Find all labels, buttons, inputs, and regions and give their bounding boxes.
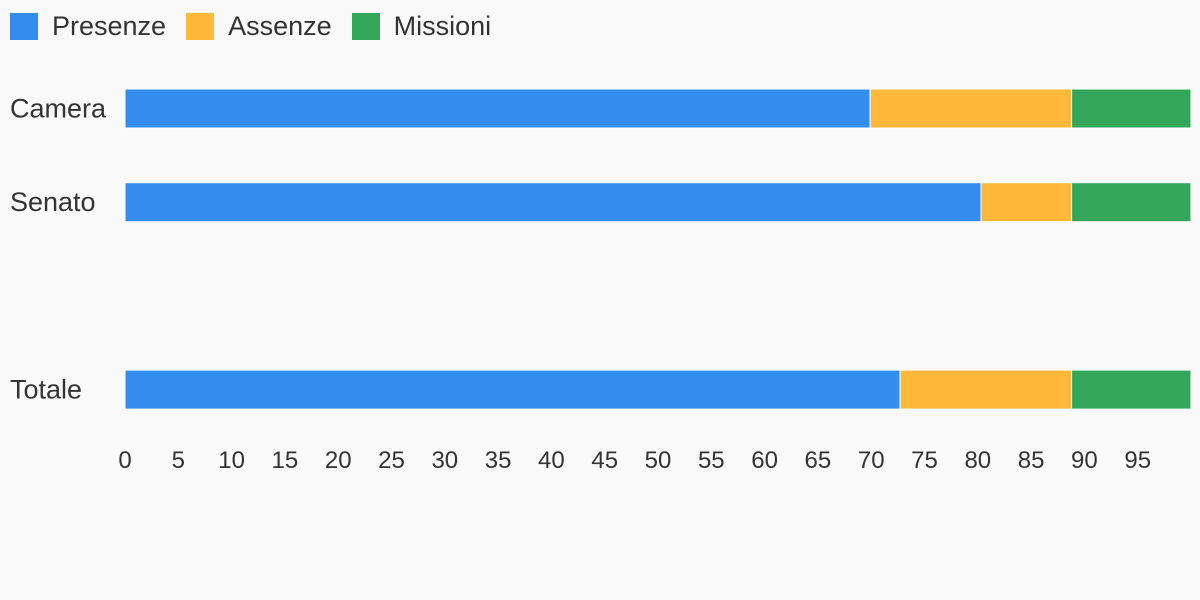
category-label-senato: Senato [10, 187, 96, 217]
category-label-camera: Camera [10, 94, 107, 124]
x-tick-label: 20 [325, 447, 352, 474]
x-tick-label: 50 [645, 447, 672, 474]
x-tick-label: 75 [911, 447, 938, 474]
bar-senato-presenze [124, 182, 982, 223]
x-tick-label: 70 [858, 447, 885, 474]
bar-camera-presenze [124, 88, 871, 129]
bar-camera-missioni [1071, 88, 1192, 129]
bar-senato-assenze [980, 182, 1073, 223]
legend-swatch-presenze [10, 12, 38, 40]
x-tick-label: 35 [485, 447, 512, 474]
legend-label-presenze: Presenze [52, 11, 167, 41]
legend-label-assenze: Assenze [228, 11, 332, 41]
category-labels: Camera Senato Totale [10, 94, 107, 405]
category-label-totale: Totale [10, 375, 82, 405]
x-tick-label: 60 [751, 447, 778, 474]
x-tick-label: 30 [431, 447, 458, 474]
x-tick-label: 90 [1071, 447, 1098, 474]
x-tick-label: 15 [272, 447, 299, 474]
x-tick-label: 0 [118, 447, 131, 474]
bar-camera-assenze [869, 88, 1073, 129]
x-tick-label: 5 [172, 447, 185, 474]
legend-swatch-missioni [351, 12, 380, 40]
x-tick-label: 95 [1124, 447, 1151, 474]
x-tick-label: 25 [378, 447, 405, 474]
x-tick-label: 80 [964, 447, 991, 474]
x-axis-ticks: 0 5 10 15 20 25 30 35 40 45 50 55 60 65 70 75 80 85 90 95 [118, 447, 1151, 474]
legend-swatch-assenze [186, 12, 215, 40]
bar-totale-assenze [899, 369, 1073, 410]
bar-totale-presenze [124, 369, 901, 410]
legend: Presenze Assenze Missioni [10, 10, 511, 42]
x-tick-label: 85 [1018, 447, 1045, 474]
bars-layer [124, 88, 1192, 410]
legend-item-missioni: Missioni [351, 10, 492, 42]
x-tick-label: 55 [698, 447, 725, 474]
x-tick-label: 65 [805, 447, 832, 474]
x-tick-label: 45 [591, 447, 618, 474]
legend-label-missioni: Missioni [393, 11, 492, 41]
x-tick-label: 40 [538, 447, 565, 474]
bar-totale-missioni [1071, 369, 1192, 410]
bar-senato-missioni [1071, 182, 1192, 223]
legend-item-presenze: Presenze [10, 10, 166, 42]
legend-item-assenze: Assenze [186, 10, 332, 42]
x-tick-label: 10 [218, 447, 245, 474]
